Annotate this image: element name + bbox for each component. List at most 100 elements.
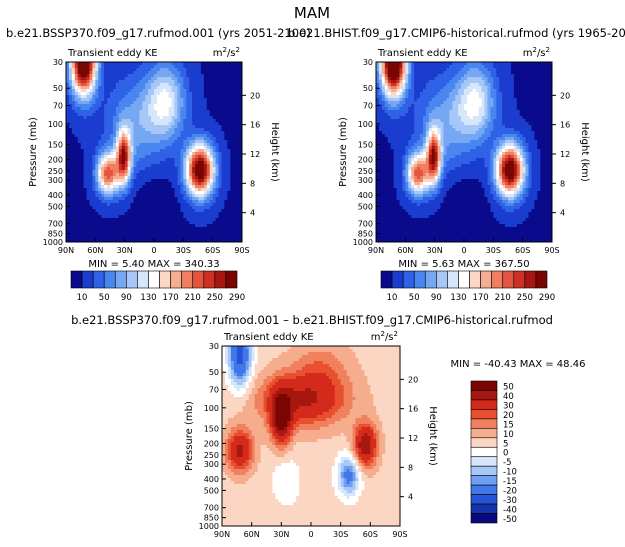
heat-cell [183, 161, 187, 165]
heat-cell [95, 197, 99, 201]
heat-cell [422, 71, 427, 75]
heat-cell [546, 62, 550, 66]
heat-cell [77, 98, 82, 102]
heat-cell [104, 164, 108, 168]
heat-cell [168, 194, 172, 198]
heat-cell [203, 89, 208, 93]
heat-cell [148, 227, 152, 231]
heat-cell [177, 125, 181, 129]
heat-cell [227, 152, 231, 156]
heat-cell [516, 83, 521, 87]
heat-cell [74, 185, 79, 189]
heat-cell [239, 110, 243, 114]
heat-cell [549, 71, 553, 75]
heat-cell [508, 101, 512, 105]
heat-cell [130, 83, 134, 87]
heat-cell [127, 182, 131, 186]
heat-cell [189, 209, 193, 213]
colorbar-label: 90 [121, 293, 132, 303]
y-right-tick-label: 4 [250, 209, 255, 218]
heat-cell [203, 152, 208, 156]
heat-cell [89, 161, 93, 165]
heat-cell [121, 71, 126, 75]
heat-cell [203, 215, 208, 219]
heat-cell [133, 101, 137, 105]
heat-cell [396, 98, 400, 102]
heat-cell [411, 80, 415, 84]
heat-cell [136, 143, 140, 147]
heat-cell [458, 71, 462, 75]
heat-cell [493, 62, 497, 66]
heat-cell [224, 239, 228, 243]
heat-cell [513, 89, 518, 93]
heat-cell [493, 107, 497, 111]
heat-cell [162, 128, 167, 132]
heat-cell [112, 140, 117, 144]
heat-cell [224, 95, 228, 99]
heat-cell [200, 146, 205, 150]
heat-cell [71, 194, 76, 198]
heat-cell [192, 203, 196, 207]
colorbar-label: 50 [99, 293, 110, 303]
heat-cell [195, 107, 199, 111]
heat-cell [233, 89, 237, 93]
heat-cell [449, 92, 453, 96]
heat-cell [411, 74, 415, 78]
heat-cell [227, 170, 231, 174]
heat-cell [162, 209, 167, 213]
heat-cell [227, 68, 231, 72]
heat-cell [154, 164, 158, 168]
heat-cell [101, 131, 105, 135]
heat-cell [455, 110, 459, 114]
heat-cell [487, 71, 491, 75]
heat-cell [83, 98, 87, 102]
heat-cell [381, 74, 386, 78]
heat-cell [151, 77, 155, 81]
heat-cell [206, 119, 211, 123]
heat-cell [431, 86, 436, 90]
heat-cell [168, 185, 172, 189]
heat-cell [531, 110, 535, 114]
heat-cell [177, 146, 181, 150]
heat-cell [452, 116, 456, 120]
heat-cell [159, 230, 164, 234]
heat-cell [466, 65, 471, 69]
heat-cell [499, 122, 503, 126]
heat-cell [177, 185, 181, 189]
heat-cell [171, 65, 175, 69]
heat-cell [86, 209, 90, 213]
heat-cell [540, 113, 544, 117]
heat-cell [115, 149, 120, 153]
heat-cell [221, 161, 225, 165]
heat-cell [508, 113, 512, 117]
heat-cell [66, 149, 70, 153]
heat-cell [464, 65, 468, 69]
heat-cell [83, 152, 87, 156]
heat-cell [77, 206, 82, 210]
heat-cell [127, 185, 131, 189]
heat-cell [200, 218, 205, 222]
heat-cell [516, 80, 521, 84]
heat-cell [89, 188, 93, 192]
heat-cell [168, 62, 172, 66]
heat-cell [472, 92, 477, 96]
heat-cell [95, 239, 99, 243]
heat-cell [183, 62, 187, 66]
heat-cell [227, 227, 231, 231]
heat-cell [71, 188, 76, 192]
heat-cell [227, 155, 231, 159]
heat-cell [142, 164, 146, 168]
heat-cell [118, 185, 123, 189]
heat-cell [112, 215, 117, 219]
heat-cell [469, 107, 474, 111]
heat-cell [151, 149, 155, 153]
heat-cell [74, 62, 79, 66]
heat-cell [200, 128, 205, 132]
heat-cell [230, 95, 234, 99]
heat-cell [422, 74, 427, 78]
heat-cell [145, 125, 149, 129]
heat-cell [215, 236, 219, 240]
heat-cell [381, 65, 386, 69]
heat-cell [218, 185, 222, 189]
heat-cell [227, 131, 231, 135]
